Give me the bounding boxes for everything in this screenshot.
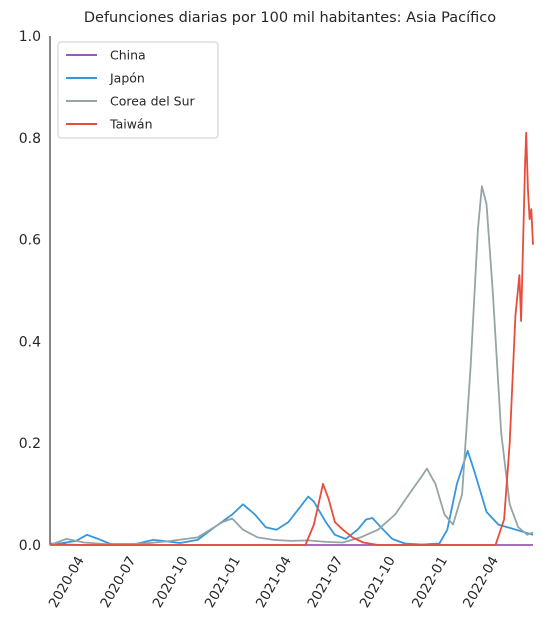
x-tick-label: 2022-01 (409, 554, 451, 611)
x-tick-label: 2021-07 (305, 554, 347, 611)
series-line-japon (49, 449, 534, 546)
y-tick-label: 0.0 (19, 538, 41, 554)
legend-label: Corea del Sur (110, 94, 195, 109)
legend-label: China (110, 48, 146, 63)
y-tick-label: 0.6 (19, 233, 41, 249)
y-tick-label: 0.2 (19, 436, 41, 452)
chart-title: Defunciones diarias por 100 mil habitant… (84, 10, 496, 26)
x-tick-label: 2021-10 (357, 554, 399, 611)
x-tick-label: 2022-04 (460, 554, 502, 611)
y-tick-label: 1.0 (19, 29, 41, 45)
x-tick-label: 2021-01 (202, 554, 244, 611)
legend-label: Taiwán (109, 117, 153, 132)
legend-box (57, 41, 219, 139)
x-tick-label: 2021-04 (253, 554, 295, 611)
y-tick-label: 0.4 (19, 334, 41, 350)
series-line-corea-del-sur (49, 185, 534, 546)
y-tick-label: 0.8 (19, 131, 41, 147)
legend-label: Japón (109, 71, 145, 86)
x-tick-label: 2020-10 (150, 554, 192, 611)
series-line-taiwan (50, 131, 534, 546)
x-tick-label: 2020-04 (46, 554, 88, 611)
x-tick-label: 2020-07 (97, 554, 139, 611)
